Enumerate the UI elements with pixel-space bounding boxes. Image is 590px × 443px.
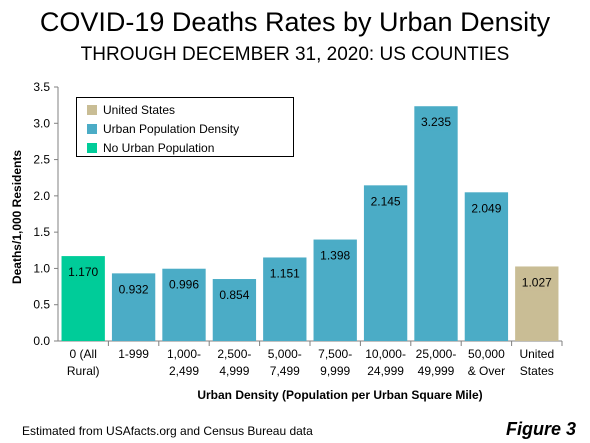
legend-label-us: United States (103, 102, 176, 117)
data-label: 1.027 (522, 275, 552, 289)
data-label: 0.996 (169, 278, 199, 292)
data-label: 1.170 (68, 265, 98, 279)
x-tick-label: 50,000 (468, 347, 505, 361)
data-label: 2.145 (371, 194, 401, 208)
x-axis-label: Urban Density (Population per Urban Squa… (197, 388, 483, 402)
y-tick-label: 2.5 (33, 153, 50, 167)
x-tick-label: 1-999 (118, 347, 149, 361)
data-label-box (419, 114, 453, 131)
legend-label-urban: Urban Population Density (103, 121, 240, 136)
data-label: 1.398 (320, 249, 350, 263)
x-tick-label: 7,499 (270, 364, 300, 378)
x-tick-label: 7,500- (318, 347, 352, 361)
x-tick-label: 9,999 (320, 364, 350, 378)
data-label: 0.854 (219, 288, 249, 302)
x-tick-label: 1,000- (167, 347, 201, 361)
y-tick-label: 0.0 (33, 334, 50, 348)
data-label-box (217, 287, 252, 304)
x-tick-label: 2,499 (169, 364, 199, 378)
data-label-box (66, 264, 101, 281)
data-label-box (167, 276, 201, 293)
data-label-box (267, 265, 302, 282)
legend-item-rural: No Urban Population (87, 138, 293, 157)
legend-swatch-rural (87, 142, 97, 153)
x-tick-label: 0 (All (70, 347, 97, 361)
source-note: Estimated from USAfacts.org and Census B… (22, 424, 313, 438)
data-label: 3.235 (421, 115, 451, 129)
data-label-box (469, 200, 504, 217)
x-tick-label: States (520, 364, 554, 378)
data-label-box (116, 281, 151, 298)
legend-item-urban: Urban Population Density (87, 119, 293, 138)
y-tick-label: 1.0 (33, 261, 50, 275)
data-label: 0.932 (119, 282, 149, 296)
y-tick-label: 3.0 (33, 116, 50, 130)
x-tick-label: 2,500- (217, 347, 251, 361)
x-tick-label: 49,999 (418, 364, 455, 378)
y-tick-label: 0.5 (33, 298, 50, 312)
y-tick-label: 3.5 (33, 80, 50, 94)
x-tick-label: Rural) (67, 364, 100, 378)
data-label-box (519, 274, 554, 291)
x-tick-label: & Over (468, 364, 505, 378)
data-label-box (318, 247, 353, 264)
x-tick-label: 24,999 (367, 364, 404, 378)
x-tick-label: United (519, 347, 554, 361)
data-label-box (368, 193, 403, 210)
legend: United States Urban Population Density N… (76, 97, 294, 157)
chart-subtitle: THROUGH DECEMBER 31, 2020: US COUNTIES (80, 44, 510, 65)
figure-label: Figure 3 (505, 419, 576, 439)
legend-item-us: United States (87, 100, 293, 119)
x-tick-label: 5,000- (268, 347, 302, 361)
legend-label-rural: No Urban Population (103, 140, 215, 155)
data-label: 2.049 (471, 201, 501, 215)
y-tick-label: 1.5 (33, 225, 50, 239)
x-tick-label: 4,999 (219, 364, 249, 378)
bar-7 (414, 106, 458, 341)
x-tick-label: 10,000- (365, 347, 406, 361)
chart-title: COVID-19 Deaths Rates by Urban Density (39, 7, 551, 37)
bar-6 (363, 185, 408, 341)
legend-swatch-urban (87, 123, 97, 134)
y-tick-label: 2.0 (33, 189, 50, 203)
x-tick-label: 25,000- (416, 347, 457, 361)
data-label: 1.151 (270, 266, 300, 280)
bar-8 (464, 192, 509, 341)
legend-swatch-us (87, 104, 97, 115)
